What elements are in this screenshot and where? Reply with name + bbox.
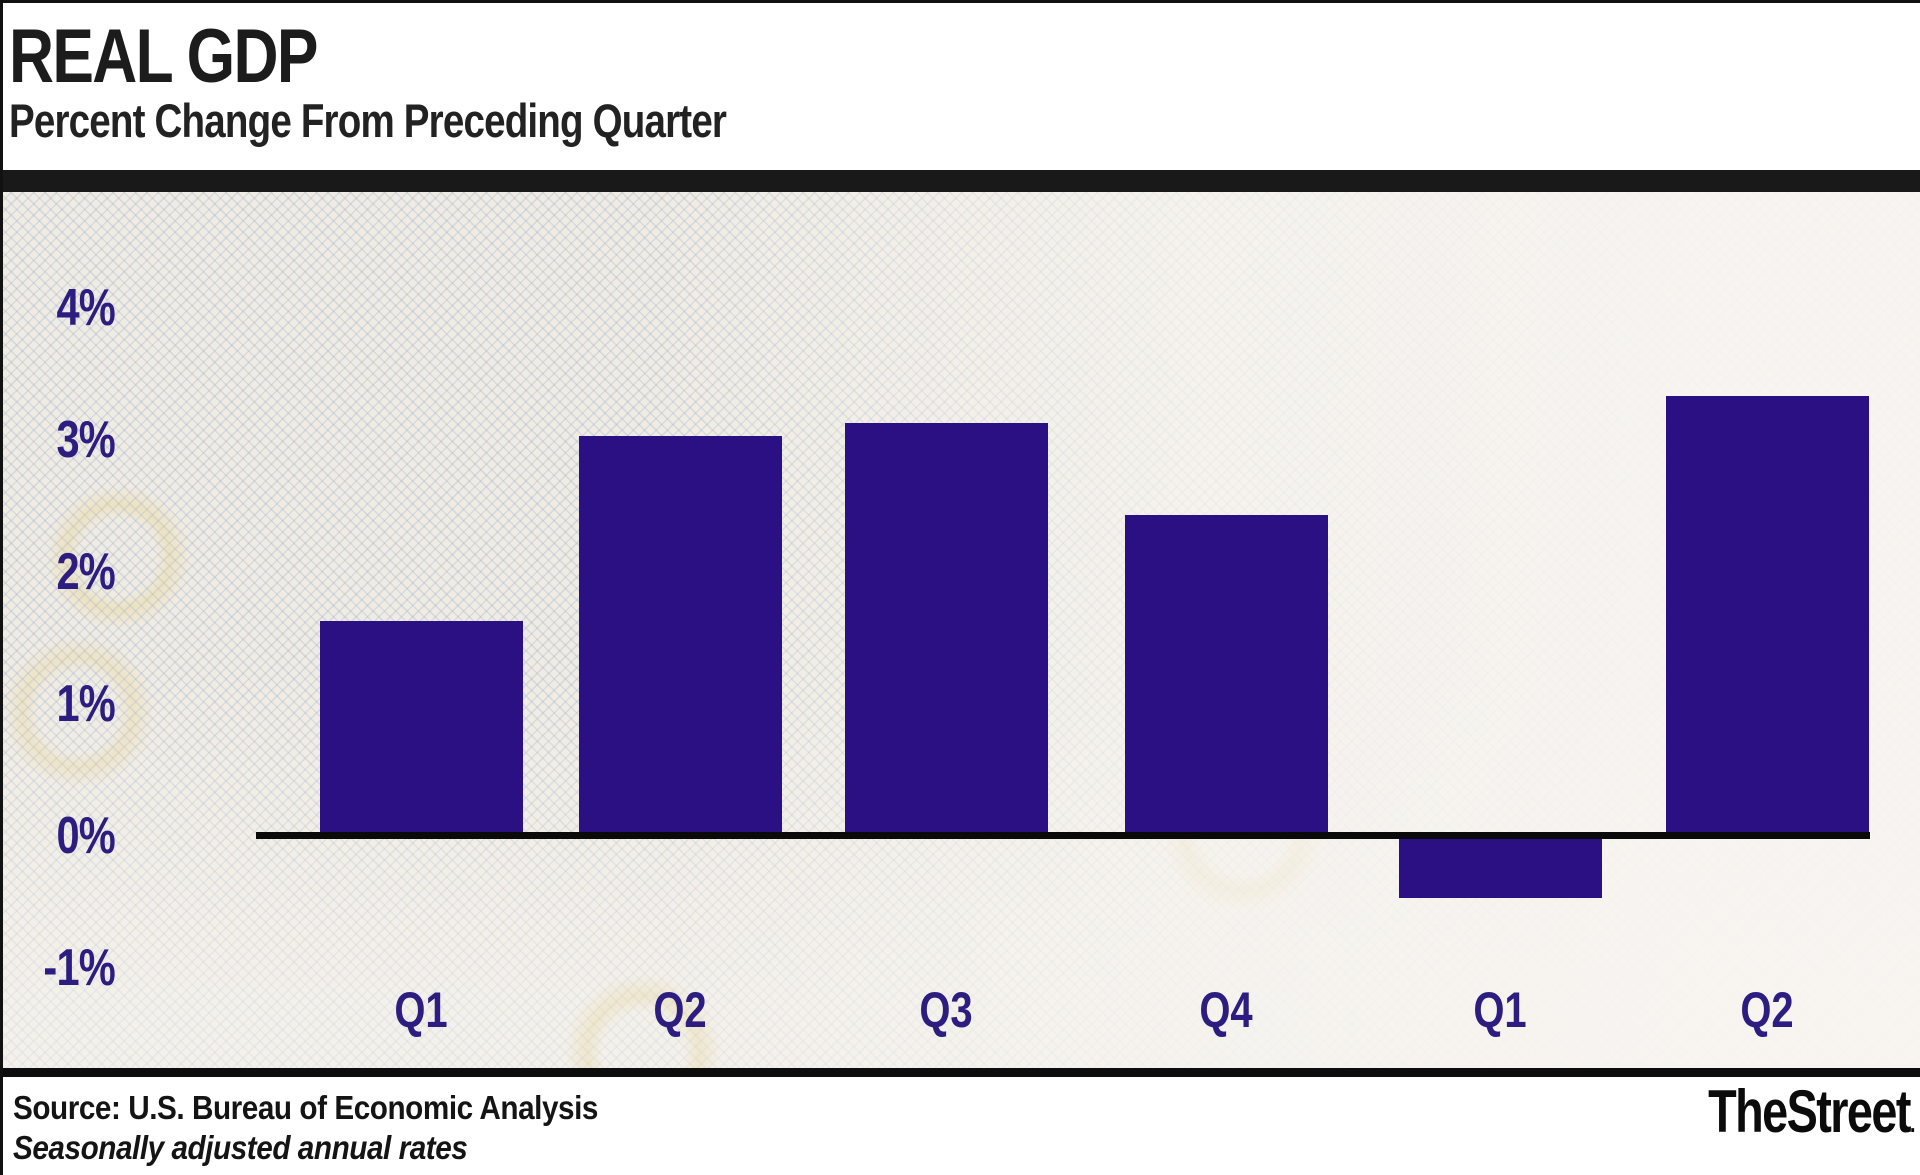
y-axis-tick-label: -1% (43, 939, 115, 997)
page-subtitle-text: Percent Change From Preceding Quarter (9, 94, 727, 147)
page-title: REAL GDP (9, 19, 384, 95)
source-text: Source: U.S. Bureau of Economic Analysis (13, 1089, 598, 1126)
x-axis-tick-label: Q1 (1473, 982, 1527, 1038)
footer-divider-bar (3, 1068, 1920, 1077)
bar-q2-1 (578, 436, 782, 832)
chart-footer: Source: U.S. Bureau of Economic Analysis… (3, 1077, 1920, 1175)
page-title-text: REAL GDP (9, 14, 318, 99)
x-axis-tick-label: Q3 (919, 982, 973, 1038)
note-text: Seasonally adjusted annual rates (13, 1129, 468, 1166)
bar-q4-3 (1124, 515, 1328, 832)
y-axis-tick-label: 3% (56, 411, 115, 469)
bar-q3-2 (844, 422, 1048, 832)
bar-q2-5 (1665, 396, 1869, 832)
x-axis-tick-label: Q2 (1740, 982, 1794, 1038)
y-axis-tick-label: 1% (56, 675, 115, 733)
thestreet-logo-text: TheStreet (1708, 1078, 1911, 1145)
y-axis-tick-label: 0% (56, 807, 115, 865)
x-axis-tick-label: Q4 (1199, 982, 1253, 1038)
thestreet-logo: TheStreet. (1708, 1077, 1916, 1146)
page-subtitle: Percent Change From Preceding Quarter (9, 97, 884, 144)
bar-q1-0 (319, 620, 523, 832)
thestreet-logo-dot: . (1909, 1108, 1916, 1138)
chart-header: REAL GDP Percent Change From Preceding Q… (3, 3, 1920, 170)
bar-q1-4 (1398, 832, 1602, 898)
y-axis-tick-label: 2% (56, 543, 115, 601)
y-axis-tick-label: 4% (56, 279, 115, 337)
header-divider-bar (3, 170, 1920, 192)
zero-baseline (256, 832, 1870, 839)
x-axis-tick-label: Q1 (394, 982, 448, 1038)
x-axis-tick-label: Q2 (653, 982, 707, 1038)
bar-chart-plot-area: 4% 3% 2% 1% 0% -1% Q1 Q2 Q3 Q4 Q1 Q2 (3, 192, 1920, 1068)
